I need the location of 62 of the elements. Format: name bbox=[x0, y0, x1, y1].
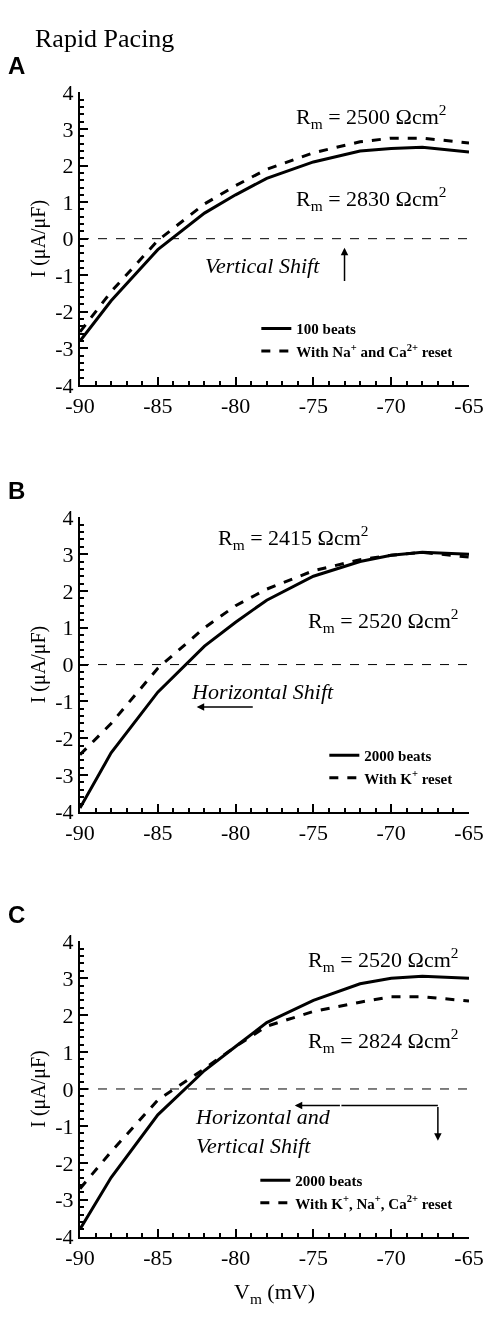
y-tick-label: 0 bbox=[62, 652, 74, 678]
x-tick-label: -75 bbox=[298, 820, 329, 846]
y-tick-label: 2 bbox=[62, 153, 74, 179]
legend-label: With Na$^{+}$ and Ca$^{2+}$ reset bbox=[296, 341, 453, 360]
y-axis-title: I (μA/μF) bbox=[27, 1050, 51, 1128]
y-tick-label: 1 bbox=[62, 615, 74, 641]
annotation: R$_{m}$ = 2520 Ωcm$^{2}$ bbox=[308, 605, 459, 636]
y-tick-label: -2 bbox=[55, 725, 74, 751]
y-tick-label: -1 bbox=[55, 1113, 74, 1139]
annotation: R$_{m}$ = 2830 Ωcm$^{2}$ bbox=[296, 183, 447, 214]
legend-label: With K$^{+}$ reset bbox=[364, 768, 453, 787]
x-tick-label: -65 bbox=[454, 1245, 484, 1271]
x-tick-label: -80 bbox=[220, 1245, 251, 1271]
legend-label: 2000 beats bbox=[295, 1173, 363, 1190]
y-tick-label: 3 bbox=[62, 116, 74, 142]
y-tick-label: 4 bbox=[62, 80, 74, 106]
x-tick-label: -65 bbox=[454, 820, 484, 846]
y-axis-title: I (μA/μF) bbox=[27, 199, 51, 278]
y-tick-label: 2 bbox=[62, 578, 74, 604]
y-axis-title: I (μA/μF) bbox=[27, 625, 51, 704]
y-tick-label: -1 bbox=[55, 262, 74, 288]
y-tick-label: 3 bbox=[62, 541, 74, 567]
x-tick-label: -65 bbox=[454, 393, 484, 419]
annotation: R$_{m}$ = 2500 Ωcm$^{2}$ bbox=[296, 101, 447, 132]
chart-subtitle: C bbox=[8, 901, 26, 928]
x-tick-label: -75 bbox=[298, 393, 329, 419]
x-tick-label: -70 bbox=[376, 393, 406, 419]
x-axis-title: V$_{m}$ (mV) bbox=[233, 1279, 316, 1308]
x-tick-label: -70 bbox=[376, 1245, 406, 1271]
x-tick-label: -85 bbox=[143, 393, 173, 419]
y-tick-label: -3 bbox=[55, 1187, 74, 1213]
x-tick-label: -85 bbox=[143, 820, 173, 846]
annotation: R$_{m}$ = 2520 Ωcm$^{2}$ bbox=[308, 944, 459, 975]
chart-title: Rapid Pacing bbox=[35, 24, 175, 53]
x-tick-label: -80 bbox=[220, 393, 251, 419]
y-tick-label: 1 bbox=[62, 1039, 74, 1065]
y-tick-label: 1 bbox=[62, 189, 74, 215]
chart-subtitle: A bbox=[8, 52, 26, 79]
y-tick-label: 0 bbox=[62, 1076, 74, 1102]
x-tick-label: -85 bbox=[143, 1245, 173, 1271]
legend-label: With K$^{+}$, Na$^{+}$, Ca$^{2+}$ reset bbox=[295, 1193, 453, 1212]
x-tick-label: -70 bbox=[376, 820, 406, 846]
legend-label: 100 beats bbox=[296, 321, 357, 338]
x-tick-label: -75 bbox=[298, 1245, 329, 1271]
annotation: Vertical Shift bbox=[205, 253, 321, 278]
y-tick-label: 4 bbox=[62, 928, 74, 954]
chart-subtitle: B bbox=[8, 477, 26, 504]
x-tick-label: -80 bbox=[220, 820, 251, 846]
annotation: R$_{m}$ = 2415 Ωcm$^{2}$ bbox=[218, 522, 369, 553]
annotation: Horizontal Shift bbox=[191, 679, 335, 704]
y-tick-label: -1 bbox=[55, 689, 74, 715]
annotation: Horizontal and Vertical Shift bbox=[195, 1104, 331, 1158]
y-tick-label: 3 bbox=[62, 965, 74, 991]
legend-label: 2000 beats bbox=[364, 748, 432, 765]
y-tick-label: 2 bbox=[62, 1002, 74, 1028]
annotation: R$_{m}$ = 2824 Ωcm$^{2}$ bbox=[308, 1025, 459, 1056]
y-tick-label: -2 bbox=[55, 1150, 74, 1176]
y-tick-label: -3 bbox=[55, 762, 74, 788]
y-tick-label: 4 bbox=[62, 505, 74, 531]
y-tick-label: -3 bbox=[55, 336, 74, 362]
y-tick-label: 0 bbox=[62, 226, 74, 252]
y-tick-label: -2 bbox=[55, 299, 74, 325]
